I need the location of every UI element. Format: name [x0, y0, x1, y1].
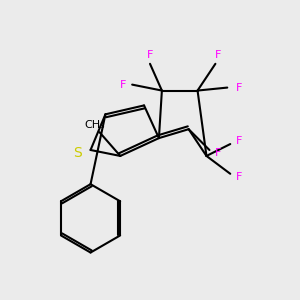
Text: S: S — [73, 146, 82, 160]
Text: F: F — [215, 148, 221, 158]
Text: F: F — [147, 50, 153, 60]
Text: F: F — [120, 80, 126, 90]
Text: F: F — [236, 136, 242, 146]
Text: F: F — [236, 82, 242, 93]
Text: CH₃: CH₃ — [85, 120, 105, 130]
Text: F: F — [215, 50, 221, 60]
Text: F: F — [236, 172, 242, 182]
